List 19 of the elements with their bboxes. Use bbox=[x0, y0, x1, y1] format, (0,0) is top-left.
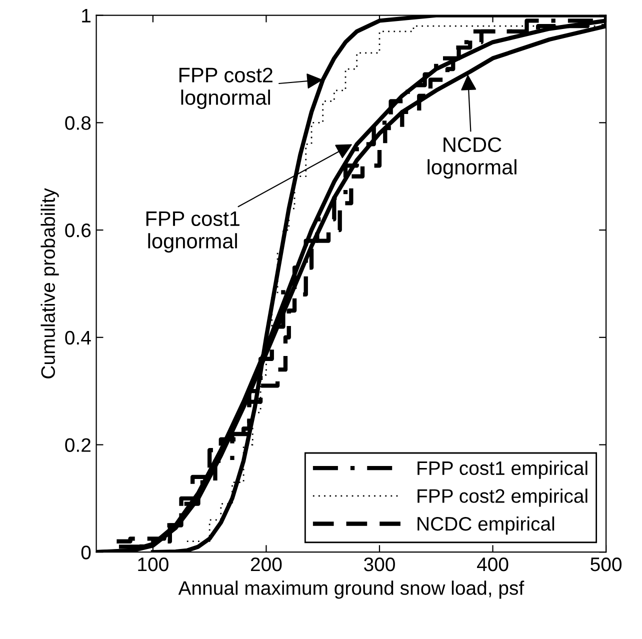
x-tick-label: 100 bbox=[138, 557, 168, 572]
y-tick-label: 0.8 bbox=[65, 116, 91, 130]
y-tick-label: 1 bbox=[82, 9, 90, 22]
annotation: NCDC lognormal bbox=[428, 137, 516, 179]
legend-label: FPP cost2 empirical bbox=[418, 488, 588, 507]
x-tick-label: 500 bbox=[590, 557, 622, 572]
x-tick-label: 200 bbox=[250, 557, 282, 572]
annotation: FPP cost2 lognormal bbox=[179, 68, 272, 110]
x-axis-title: Annual maximum ground snow load, psf bbox=[178, 580, 524, 599]
annotation: FPP cost1 lognormal bbox=[146, 211, 240, 253]
y-tick-label: 0.2 bbox=[65, 438, 90, 452]
y-tick-label: 0.4 bbox=[65, 330, 91, 345]
y-tick-label: 0.6 bbox=[65, 224, 91, 238]
x-tick-label: 400 bbox=[477, 557, 508, 572]
y-tick-label: 0 bbox=[81, 546, 91, 560]
legend-label: NCDC empirical bbox=[418, 516, 554, 535]
legend-label: FPP cost1 empirical bbox=[418, 460, 588, 479]
y-axis-title: Cumulative probability bbox=[40, 188, 59, 378]
x-tick-label: 300 bbox=[364, 557, 395, 572]
